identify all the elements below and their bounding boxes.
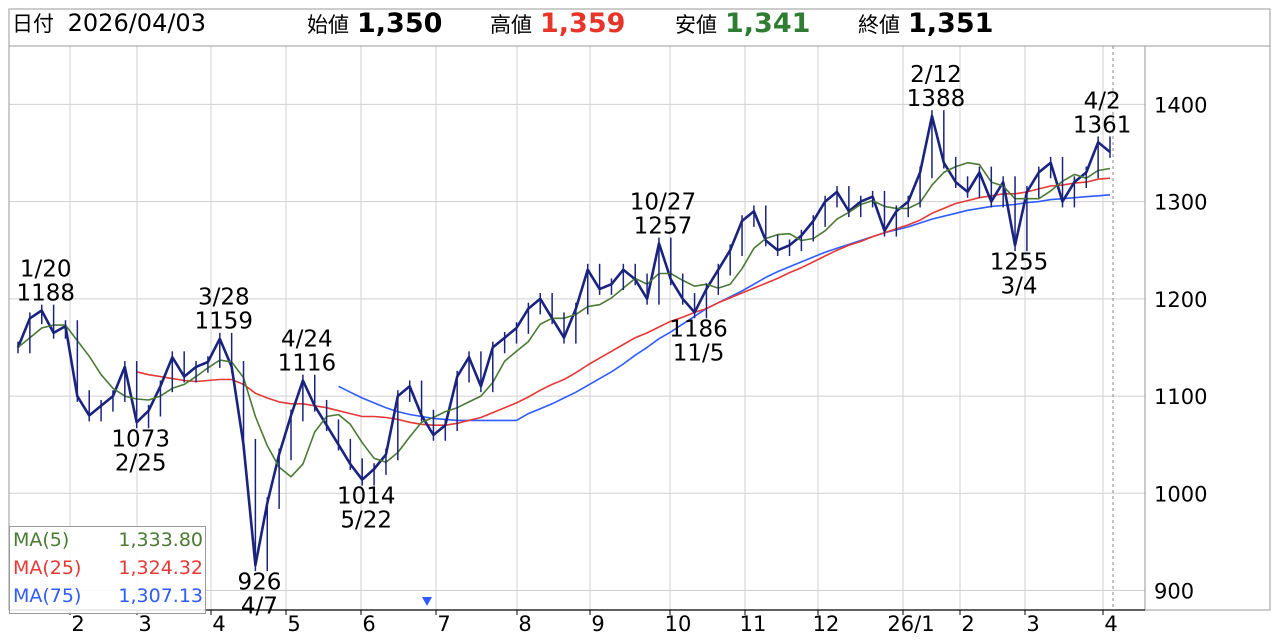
ma5-legend-row: MA(5) 1,333.80 <box>13 529 203 555</box>
open-field: 始値 1,350 <box>307 8 442 39</box>
ma75-legend-value: 1,307.13 <box>118 585 203 607</box>
extreme-annotation-label: 2/12 <box>910 62 962 88</box>
y-tick-label: 1400 <box>1154 93 1207 117</box>
extreme-annotation-label: 11/5 <box>673 340 725 366</box>
y-tick-label: 900 <box>1154 580 1194 604</box>
ma5-legend-name: MA(5) <box>13 529 70 551</box>
ma75-legend-name: MA(75) <box>13 585 82 607</box>
y-tick-label: 1100 <box>1154 385 1207 409</box>
price-header: 日付 2026/04/03 始値 1,350 高値 1,359 安値 1,341 終値… <box>0 0 1278 46</box>
open-value: 1,350 <box>357 8 443 39</box>
y-tick-label: 1300 <box>1154 191 1207 215</box>
extreme-annotation-label: 926 <box>237 569 281 595</box>
ma25-series-line <box>136 177 1111 426</box>
low-label: 安値 <box>675 13 717 37</box>
extreme-annotation-label: 1255 <box>990 249 1049 275</box>
x-tick-label: 3 <box>1026 612 1039 636</box>
x-tick-label: 6 <box>362 612 375 636</box>
ma25-legend-row: MA(25) 1,324.32 <box>13 557 203 583</box>
low-value: 1,341 <box>725 8 811 39</box>
extreme-annotation-label: 1388 <box>907 86 966 112</box>
extreme-annotation-label: 1361 <box>1073 112 1132 138</box>
extreme-annotation-label: 4/24 <box>281 327 333 353</box>
high-label: 高値 <box>490 13 532 37</box>
x-tick-label: 8 <box>518 612 531 636</box>
extreme-annotation-label: 4/7 <box>241 593 278 619</box>
ma25-legend-value: 1,324.32 <box>118 557 203 579</box>
x-tick-label: 3 <box>138 612 151 636</box>
ma5-legend-value: 1,333.80 <box>118 529 203 551</box>
extreme-annotation-label: 1/20 <box>20 256 72 282</box>
extreme-annotation-label: 1188 <box>16 280 75 306</box>
extreme-annotation-label: 1014 <box>337 484 396 510</box>
tick-layer: 900 1000 1100 1200 1300 1400 2 3 4 5 6 7 8 9 10 11 12 26/… <box>69 93 1207 636</box>
open-label: 始値 <box>307 13 349 37</box>
high-field: 高値 1,359 <box>490 8 625 39</box>
x-tick-label: 9 <box>591 612 604 636</box>
x-tick-label: 7 <box>437 612 450 636</box>
date-value: 2026/04/03 <box>67 9 206 37</box>
extreme-annotation-label: 1116 <box>278 351 337 377</box>
x-tick-label: 26/1 <box>887 612 934 636</box>
x-tick-label: 10 <box>665 612 692 636</box>
extreme-annotation-label: 4/2 <box>1084 88 1121 114</box>
x-tick-label: 11 <box>740 612 767 636</box>
ma25-legend-name: MA(25) <box>13 557 82 579</box>
low-field: 安値 1,341 <box>675 8 810 39</box>
close-field: 終値 1,351 <box>858 8 993 39</box>
x-tick-label: 5 <box>287 612 300 636</box>
x-tick-label: 4 <box>1104 612 1117 636</box>
extreme-annotation-label: 2/25 <box>115 450 167 476</box>
extreme-annotation-label: 5/22 <box>340 508 392 534</box>
x-tick-label: 12 <box>813 612 840 636</box>
date-field: 日付 2026/04/03 <box>12 8 206 38</box>
header-frame <box>8 8 1271 47</box>
y-tick-label: 1200 <box>1154 288 1207 312</box>
ma-legend: MA(5) 1,333.80 MA(25) 1,324.32 MA(75) 1,… <box>9 526 206 614</box>
x-tick-label: 2 <box>71 612 84 636</box>
high-value: 1,359 <box>540 8 626 39</box>
triangle-down-icon <box>422 597 432 606</box>
series-layer <box>16 110 1111 572</box>
y-tick-label: 1000 <box>1154 482 1207 506</box>
extreme-annotation-label: 1257 <box>634 213 693 239</box>
extreme-annotation-label: 3/28 <box>198 285 250 311</box>
extreme-annotation-label: 10/27 <box>630 189 696 215</box>
date-label: 日付 <box>12 12 54 36</box>
close-value: 1,351 <box>908 8 994 39</box>
ma75-legend-row: MA(75) 1,307.13 <box>13 585 203 611</box>
x-tick-label: 2 <box>961 612 974 636</box>
extreme-annotation-label: 1159 <box>195 309 254 335</box>
x-tick-label: 4 <box>212 612 225 636</box>
close-label: 終値 <box>858 13 900 37</box>
extreme-annotation-label: 3/4 <box>1001 273 1038 299</box>
extreme-annotation-label: 1186 <box>669 316 728 342</box>
extreme-annotation-label: 1073 <box>111 426 170 452</box>
